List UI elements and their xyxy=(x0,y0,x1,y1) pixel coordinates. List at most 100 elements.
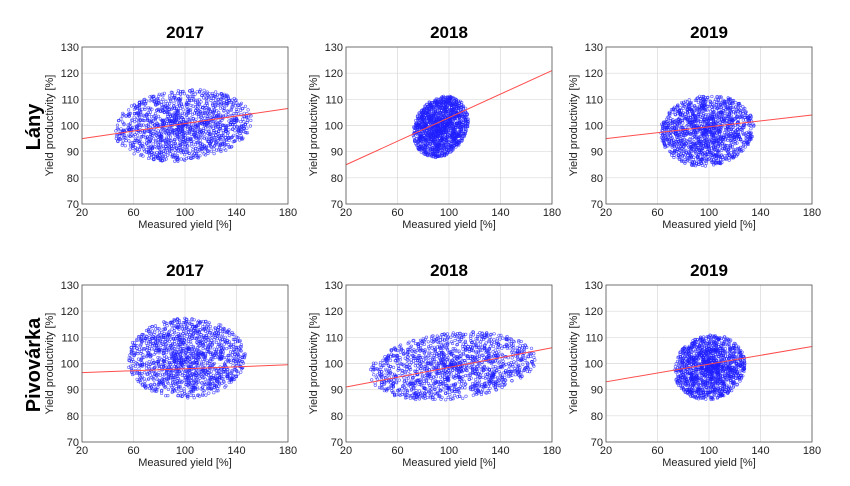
data-point xyxy=(189,123,193,127)
data-point xyxy=(201,111,205,115)
data-point xyxy=(203,121,207,125)
data-point xyxy=(246,115,250,119)
data-point xyxy=(249,118,253,122)
data-point xyxy=(226,110,230,114)
data-point xyxy=(196,126,200,130)
data-point xyxy=(242,123,246,128)
data-point xyxy=(722,131,726,135)
data-point xyxy=(165,117,169,121)
y-tick-label: 100 xyxy=(585,121,603,133)
data-point xyxy=(248,124,252,128)
data-point xyxy=(203,132,207,136)
data-point xyxy=(204,91,208,95)
data-point xyxy=(412,135,416,139)
x-tick-label: 60 xyxy=(651,207,663,219)
data-point xyxy=(196,156,200,160)
data-point xyxy=(208,143,212,147)
y-tick-label: 90 xyxy=(331,147,343,159)
data-point xyxy=(227,138,231,143)
data-point xyxy=(158,109,163,113)
data-point xyxy=(191,148,195,152)
data-point xyxy=(199,130,204,134)
data-point xyxy=(209,123,213,127)
data-point xyxy=(206,93,210,97)
x-tick-label: 60 xyxy=(391,207,403,219)
data-point xyxy=(176,111,180,115)
x-tick-label: 180 xyxy=(803,207,821,219)
data-point xyxy=(216,122,220,126)
data-point xyxy=(165,137,169,141)
data-point xyxy=(245,120,249,124)
data-point xyxy=(146,106,151,110)
data-point xyxy=(177,98,181,102)
data-point xyxy=(158,140,162,144)
data-point xyxy=(169,144,174,148)
data-point xyxy=(180,116,184,120)
data-point xyxy=(222,106,226,110)
data-point xyxy=(213,137,217,141)
data-point xyxy=(189,103,193,108)
data-point xyxy=(136,123,140,128)
data-point xyxy=(218,127,222,131)
data-point xyxy=(114,136,118,141)
data-point xyxy=(204,147,208,151)
panel-title: 2019 xyxy=(690,23,728,42)
data-point xyxy=(227,119,231,123)
data-point xyxy=(213,103,217,107)
data-point xyxy=(172,106,176,110)
data-point xyxy=(156,114,161,118)
data-point xyxy=(192,97,196,101)
data-point xyxy=(249,114,253,118)
data-point xyxy=(163,118,167,122)
data-point xyxy=(710,94,714,99)
data-point xyxy=(143,107,147,111)
data-point xyxy=(136,116,140,120)
data-point xyxy=(119,117,123,121)
data-point xyxy=(213,144,217,148)
data-point xyxy=(233,99,237,103)
data-point xyxy=(128,147,132,151)
data-point xyxy=(209,115,213,119)
data-point xyxy=(691,157,695,162)
data-point xyxy=(184,113,188,117)
data-point xyxy=(245,126,249,130)
data-point xyxy=(240,107,244,111)
data-point xyxy=(192,140,196,144)
data-point xyxy=(181,130,185,134)
panel-title: 2018 xyxy=(430,23,468,42)
data-point xyxy=(175,105,179,109)
data-point xyxy=(140,107,144,111)
data-point xyxy=(149,144,153,148)
data-point xyxy=(220,102,224,106)
data-point xyxy=(133,140,137,145)
data-point xyxy=(198,130,202,134)
data-point xyxy=(215,148,219,152)
data-point xyxy=(146,116,150,120)
data-point xyxy=(191,150,195,154)
data-point xyxy=(154,112,158,116)
data-point xyxy=(211,111,215,115)
data-point xyxy=(173,93,177,98)
data-point xyxy=(172,137,176,141)
data-point xyxy=(179,149,183,153)
data-point xyxy=(177,103,181,107)
data-point xyxy=(158,135,162,139)
data-point xyxy=(134,106,138,110)
y-tick-label: 70 xyxy=(331,199,343,211)
data-point xyxy=(203,111,207,115)
data-point xyxy=(182,157,186,161)
data-point xyxy=(130,118,134,122)
data-point xyxy=(212,94,216,98)
data-point xyxy=(190,91,194,95)
x-axis-label: Measured yield [%] xyxy=(138,219,232,231)
data-point xyxy=(157,109,161,113)
data-point xyxy=(165,112,170,117)
data-point xyxy=(197,148,202,152)
data-point xyxy=(176,101,181,105)
data-point xyxy=(167,149,172,153)
data-point xyxy=(193,124,197,129)
data-point xyxy=(198,143,202,147)
data-point xyxy=(204,105,208,110)
data-point xyxy=(230,135,234,140)
